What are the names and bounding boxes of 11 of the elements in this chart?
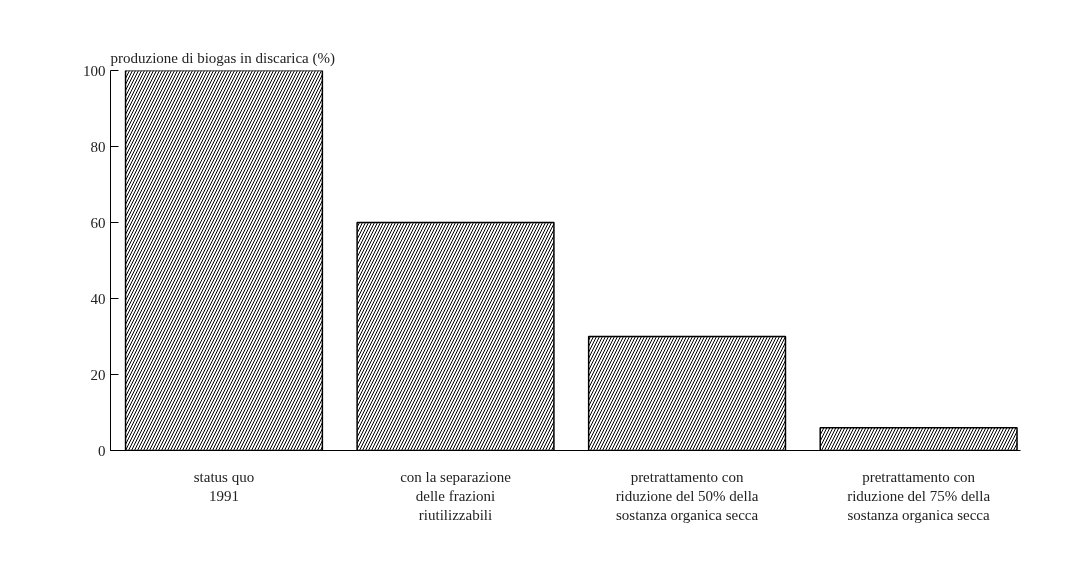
x-tick-label: con la separazione delle frazioni riutilizzabili bbox=[400, 468, 512, 523]
y-tick-label: 0 bbox=[98, 442, 106, 459]
y-tick-label: 100 bbox=[83, 62, 106, 79]
y-tick-label: 20 bbox=[90, 366, 106, 383]
x-tick-label: pretrattamento con riduzione del 50% della sostanza organica secca bbox=[615, 468, 759, 523]
x-tick-label: status quo 1991 bbox=[193, 468, 255, 504]
y-tick-label: 80 bbox=[90, 138, 106, 155]
x-tick-label: pretrattamento con riduzione del 75% della sostanza organica secca bbox=[847, 468, 991, 523]
y-axis-title: produzione di biogas in discarica (%) bbox=[110, 49, 336, 67]
y-tick-label: 60 bbox=[90, 214, 106, 231]
y-tick-label: 40 bbox=[90, 290, 106, 307]
